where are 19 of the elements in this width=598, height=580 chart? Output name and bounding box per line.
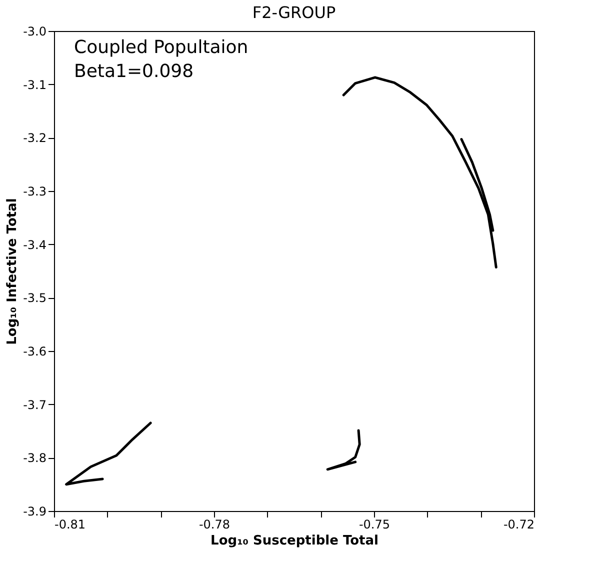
x-tick-label: -0.72: [503, 518, 534, 532]
y-tick-label: -3.3: [23, 184, 46, 198]
y-tick-label: -3.5: [23, 291, 46, 306]
annotation: Coupled Popultaion: [74, 37, 248, 58]
x-axis-title: Log₁₀ Susceptible Total: [210, 534, 378, 548]
y-tick-label: -3.7: [23, 398, 46, 412]
y-tick-label: -3.6: [23, 344, 46, 358]
x-tick-label: -0.75: [358, 518, 390, 532]
y-tick-label: -3.2: [23, 131, 46, 146]
y-tick-label: -3.8: [23, 451, 46, 466]
x-tick-label: -0.78: [198, 518, 230, 532]
y-axis-title: Log₁₀ Infective Total: [5, 198, 20, 345]
y-tick-label: -3.4: [23, 238, 46, 252]
y-tick-label: -3.9: [23, 504, 46, 518]
y-tick-label: -3.1: [23, 78, 46, 92]
x-tick-label: -0.81: [54, 518, 86, 532]
chart-title: F2-GROUP: [252, 3, 336, 22]
y-tick-label: -3.0: [23, 24, 46, 38]
annotation: Beta1=0.098: [74, 61, 194, 82]
